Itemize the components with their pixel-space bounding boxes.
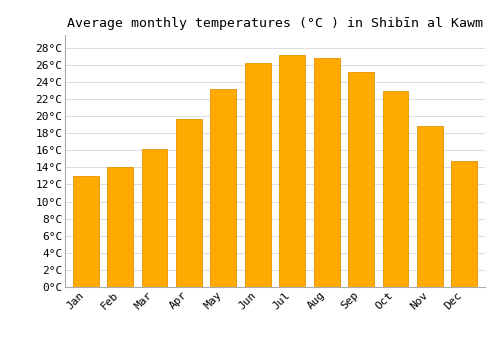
Bar xyxy=(142,149,168,287)
Bar xyxy=(107,167,133,287)
Bar xyxy=(72,176,99,287)
Bar xyxy=(382,91,408,287)
Title: Average monthly temperatures (°C ) in Shibīn al Kawm: Average monthly temperatures (°C ) in Sh… xyxy=(67,17,483,30)
Bar xyxy=(210,89,236,287)
Bar xyxy=(452,161,477,287)
Bar xyxy=(245,63,270,287)
Bar xyxy=(176,119,202,287)
Bar xyxy=(417,126,443,287)
Bar xyxy=(314,58,340,287)
Bar xyxy=(280,55,305,287)
Bar xyxy=(348,72,374,287)
